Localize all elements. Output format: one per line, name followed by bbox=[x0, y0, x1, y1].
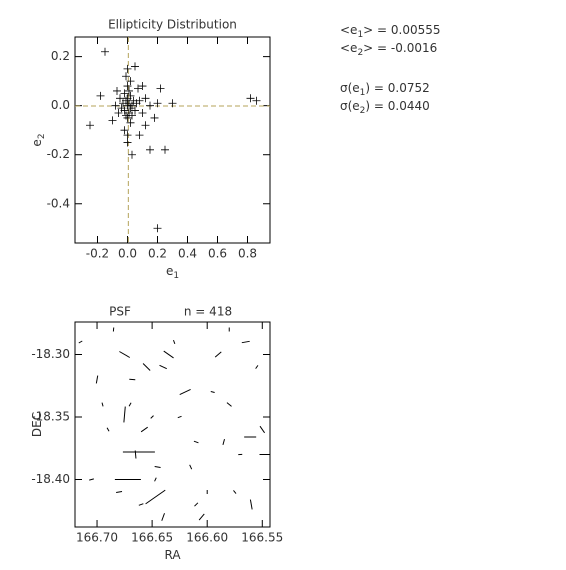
stat-eq: ) = bbox=[365, 99, 387, 113]
x-tick-label: 0.8 bbox=[238, 247, 257, 261]
stat-name: <e bbox=[340, 41, 357, 55]
y-tick-label: 0.0 bbox=[51, 98, 70, 112]
y-tick-label: 0.2 bbox=[51, 49, 70, 63]
x-tick-label: 166.60 bbox=[186, 531, 228, 545]
x-tick-label: 166.65 bbox=[131, 531, 173, 545]
stat-value: 0.0440 bbox=[388, 99, 430, 113]
stat-value: 0.00555 bbox=[391, 23, 441, 37]
stat-value: -0.0016 bbox=[391, 41, 437, 55]
stat-name: σ(e bbox=[340, 81, 360, 95]
chart-title: PSF bbox=[109, 305, 131, 319]
x-tick-label: 0.6 bbox=[208, 247, 227, 261]
y-axis-label-text: DEC bbox=[30, 412, 44, 437]
y-tick-label: -18.40 bbox=[31, 472, 70, 486]
y-tick-label: -18.30 bbox=[31, 347, 70, 361]
x-axis-label-text: e bbox=[166, 264, 173, 278]
x-axis-label-sub: 1 bbox=[173, 271, 179, 281]
stat-value: 0.0752 bbox=[388, 81, 430, 95]
whisker bbox=[129, 379, 135, 380]
stat-name: <e bbox=[340, 23, 357, 37]
x-tick-label: 0.4 bbox=[178, 247, 197, 261]
x-axis-label: RA bbox=[164, 548, 181, 562]
x-tick-label: 166.55 bbox=[241, 531, 283, 545]
y-axis-label-text: e bbox=[30, 139, 44, 146]
x-tick-label: 0.2 bbox=[148, 247, 167, 261]
y-axis-label-sub: 2 bbox=[37, 133, 47, 139]
x-axis-label-text: RA bbox=[164, 548, 181, 562]
chart-title: Ellipticity Distribution bbox=[108, 18, 237, 32]
x-tick-label: -0.2 bbox=[86, 247, 109, 261]
stat-eq: > = bbox=[363, 41, 391, 55]
stat-name: σ(e bbox=[340, 99, 360, 113]
y-tick-label: -0.2 bbox=[47, 147, 70, 161]
y-tick-label: -0.4 bbox=[47, 196, 70, 210]
x-tick-label: 166.70 bbox=[76, 531, 118, 545]
x-tick-label: 0.0 bbox=[118, 247, 137, 261]
annotation: n = 418 bbox=[184, 305, 232, 319]
stat-eq: ) = bbox=[365, 81, 387, 95]
stat-eq: > = bbox=[363, 23, 391, 37]
y-axis-label: DEC bbox=[30, 412, 44, 437]
